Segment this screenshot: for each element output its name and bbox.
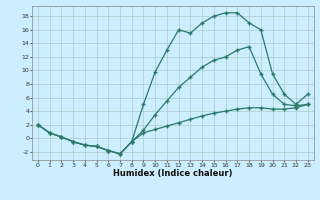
X-axis label: Humidex (Indice chaleur): Humidex (Indice chaleur): [113, 169, 233, 178]
